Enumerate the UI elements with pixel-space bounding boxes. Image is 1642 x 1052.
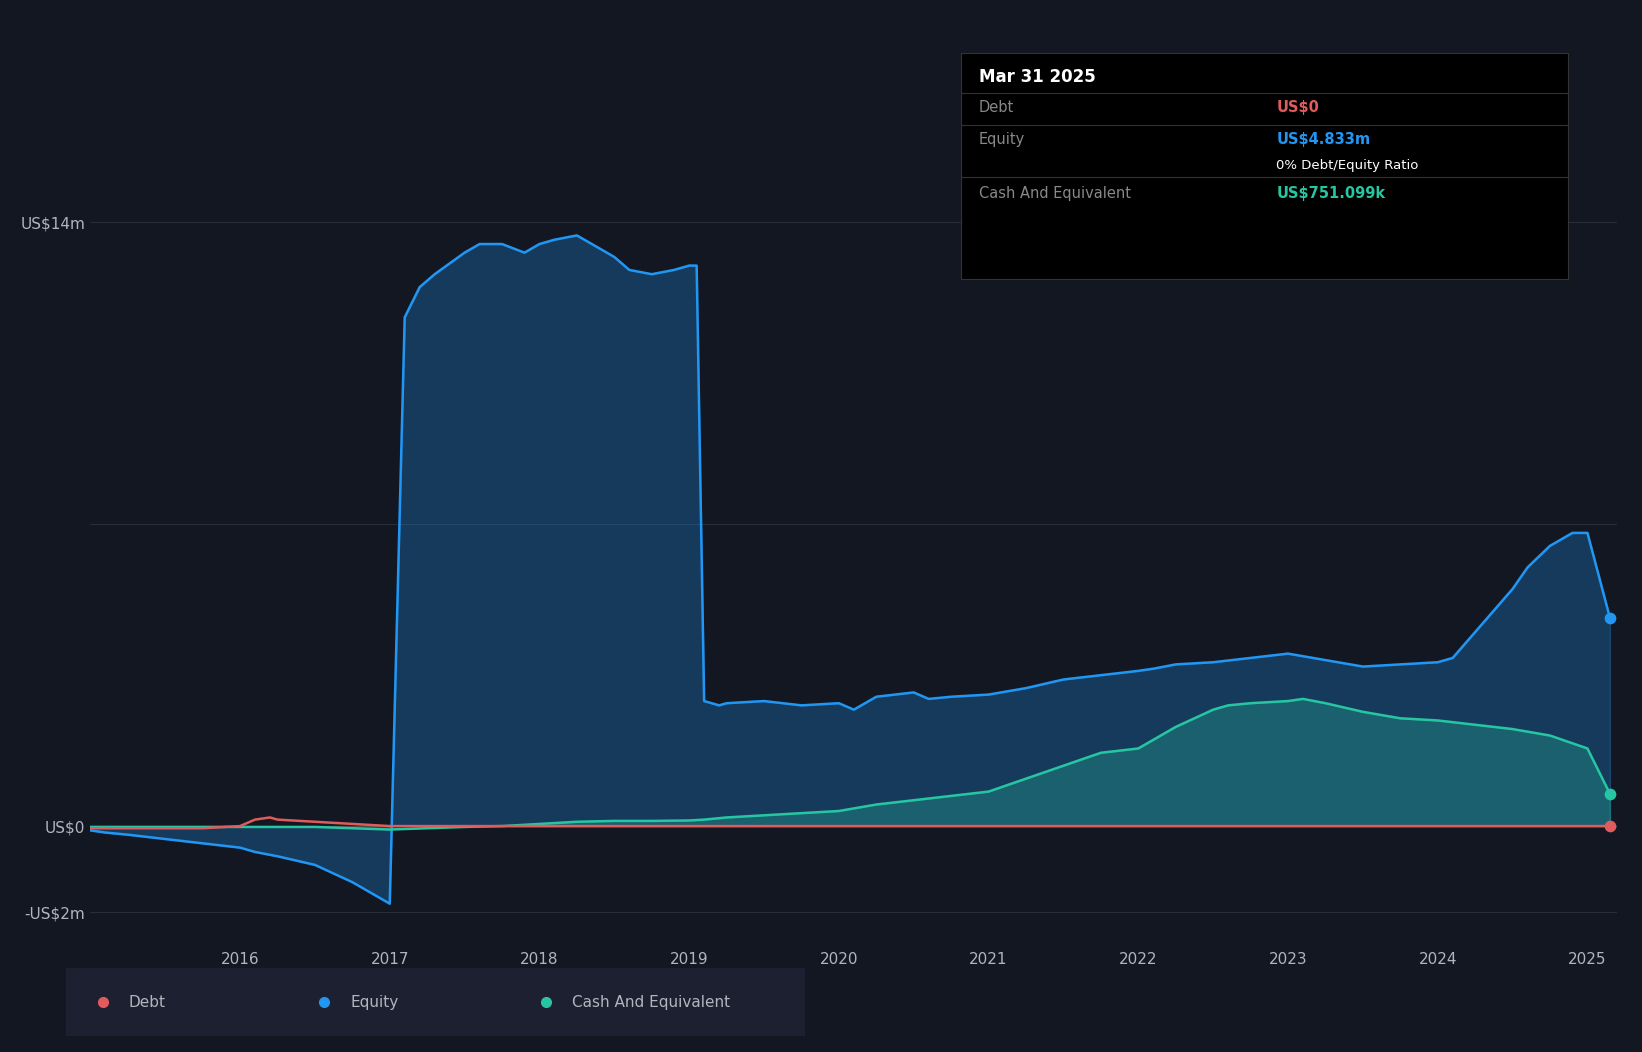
- Point: [1596, 609, 1622, 626]
- Text: US$4.833m: US$4.833m: [1276, 132, 1371, 147]
- Point: [1596, 817, 1622, 834]
- Text: Cash And Equivalent: Cash And Equivalent: [979, 186, 1131, 201]
- Text: Equity: Equity: [979, 132, 1025, 147]
- Text: Debt: Debt: [979, 100, 1015, 115]
- Text: Cash And Equivalent: Cash And Equivalent: [571, 994, 731, 1010]
- Point: [1596, 785, 1622, 802]
- Text: Mar 31 2025: Mar 31 2025: [979, 68, 1095, 86]
- Text: US$0: US$0: [1276, 100, 1320, 115]
- Text: Debt: Debt: [128, 994, 166, 1010]
- Text: Equity: Equity: [350, 994, 399, 1010]
- Text: US$751.099k: US$751.099k: [1276, 186, 1386, 201]
- Text: 0% Debt/Equity Ratio: 0% Debt/Equity Ratio: [1276, 159, 1419, 171]
